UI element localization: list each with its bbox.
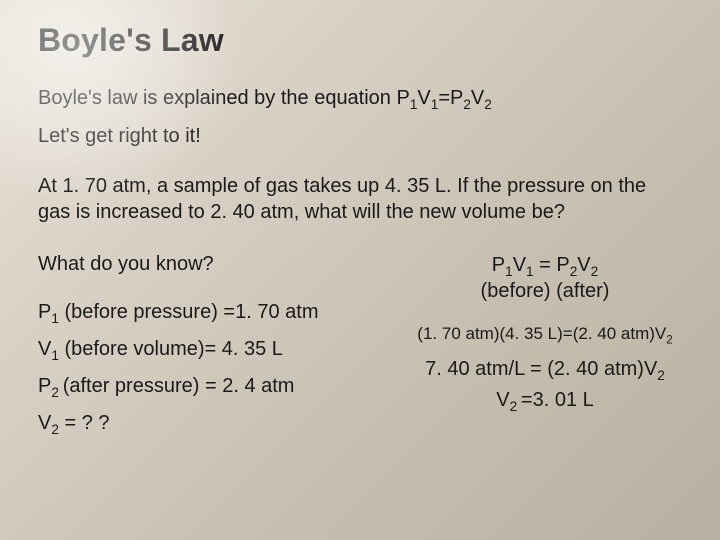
two-column-area: What do you know? P1 (before pressure) =… xyxy=(38,253,682,446)
intro-text: Boyle's law is explained by the equation xyxy=(38,87,397,109)
question-prompt: What do you know? xyxy=(38,253,360,276)
solution-step-1: (1. 70 atm)(4. 35 L)=(2. 40 atm)V2 xyxy=(384,324,706,344)
equation-labels: (before) (after) xyxy=(384,279,706,305)
page-title: Boyle's Law xyxy=(38,22,682,59)
intro-equation: P1V1=P2V2 xyxy=(397,87,492,109)
solution-step-2: 7. 40 atm/L = (2. 40 atm)V2 xyxy=(384,358,706,381)
lead-text: Let's get right to it! xyxy=(38,125,682,148)
intro-line: Boyle's law is explained by the equation… xyxy=(38,85,682,111)
left-column: What do you know? P1 (before pressure) =… xyxy=(38,253,360,446)
given-v1: V1 (before volume)= 4. 35 L xyxy=(38,335,360,364)
given-p1: P1 (before pressure) =1. 70 atm xyxy=(38,298,360,327)
given-v2: V2 = ? ? xyxy=(38,409,360,438)
equation-header: P1V1 = P2V2 (before) (after) xyxy=(384,253,706,304)
problem-statement: At 1. 70 atm, a sample of gas takes up 4… xyxy=(38,174,682,225)
solution-step-3: V2 =3. 01 L xyxy=(384,389,706,412)
equation-formula: P1V1 = P2V2 xyxy=(384,253,706,279)
right-column: P1V1 = P2V2 (before) (after) (1. 70 atm)… xyxy=(384,253,706,446)
given-p2: P2 (after pressure) = 2. 4 atm xyxy=(38,372,360,401)
